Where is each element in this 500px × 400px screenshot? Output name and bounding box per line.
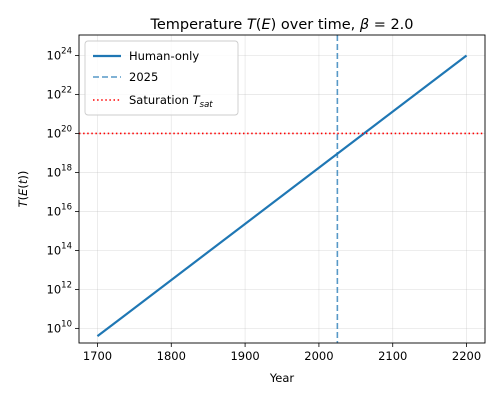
x-tick-label: 1900 [230,349,259,363]
y-tick-label: 1020 [47,124,72,140]
legend-box [84,40,239,116]
legend: Human-only 2025 Saturation Tsat [84,40,239,116]
legend-label-human-only: Human-only [129,49,199,63]
series-line-human-only [96,54,468,338]
plot-lines [79,35,485,343]
x-tick-label: 2000 [304,349,333,363]
y-tick-label: 1012 [47,280,72,296]
y-tick-label: 1016 [47,202,72,218]
y-tick-label: 1022 [47,85,72,101]
x-tick-label: 2200 [452,349,481,363]
legend-label-2025: 2025 [129,70,158,84]
legend-label-saturation: Saturation Tsat [129,93,213,110]
grid-lines [79,35,485,343]
plot-frame [78,34,486,344]
x-tick-label: 1800 [157,349,186,363]
x-tick-label: 1700 [83,349,112,363]
y-tick-label: 1018 [47,163,72,179]
y-tick-label: 1014 [47,241,72,257]
y-tick-label: 1010 [47,319,72,335]
x-axis-ticks: 1700 1800 1900 2000 2100 2200 [83,343,481,363]
y-axis-ticks: 1010 1012 1014 1016 1018 1020 1022 1024 [47,46,79,335]
x-tick-label: 2100 [378,349,407,363]
x-axis-label: Year [269,371,295,385]
chart-title: Temperature T(E) over time, β = 2.0 [149,17,413,33]
y-tick-label: 1024 [47,46,72,62]
y-axis-label: T(E(t)) [16,171,30,208]
